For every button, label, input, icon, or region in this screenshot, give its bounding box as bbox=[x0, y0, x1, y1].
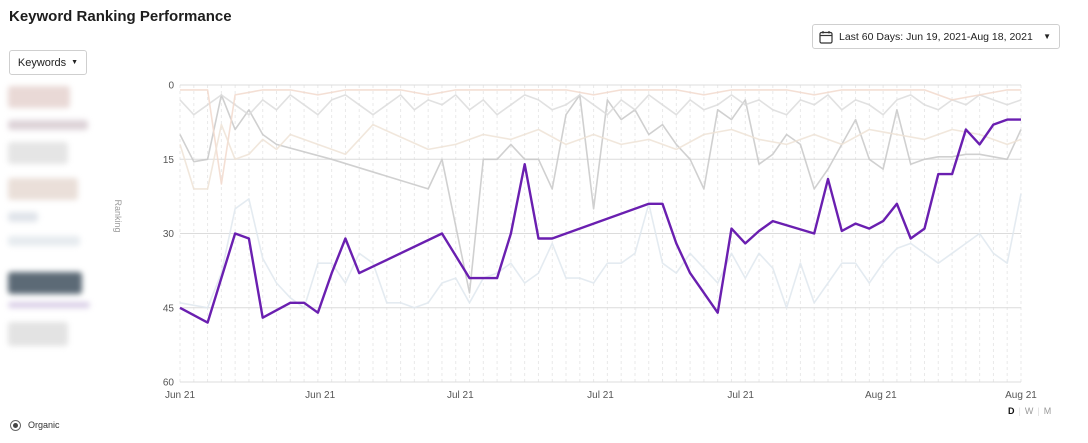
legend-item[interactable] bbox=[8, 236, 80, 246]
organic-label: Organic bbox=[28, 420, 60, 430]
calendar-icon bbox=[819, 30, 833, 44]
y-tick-label: 30 bbox=[163, 229, 175, 240]
highlight-series-line bbox=[179, 118, 1021, 324]
organic-radio[interactable] bbox=[10, 420, 21, 431]
x-tick-label: Aug 21 bbox=[1005, 390, 1037, 401]
x-tick-label: Jul 21 bbox=[587, 390, 614, 401]
date-range-label: Last 60 Days: Jun 19, 2021-Aug 18, 2021 bbox=[839, 30, 1033, 43]
x-tick-label: Aug 21 bbox=[865, 390, 897, 401]
x-tick-label: Jun 21 bbox=[305, 390, 335, 401]
legend-item[interactable] bbox=[8, 322, 68, 346]
series-line bbox=[180, 89, 1021, 185]
legend-item[interactable] bbox=[8, 212, 38, 222]
series-line bbox=[179, 123, 1022, 190]
legend-item[interactable] bbox=[8, 86, 70, 108]
legend-item[interactable] bbox=[8, 272, 82, 294]
legend-item[interactable] bbox=[8, 178, 78, 200]
x-tick-label: Jun 21 bbox=[165, 390, 195, 401]
granularity-week[interactable]: W bbox=[1024, 406, 1034, 416]
legend-item[interactable] bbox=[8, 302, 90, 308]
legend-item[interactable] bbox=[8, 120, 88, 130]
keywords-dropdown-label: Keywords bbox=[17, 56, 67, 69]
series-line bbox=[179, 94, 1022, 116]
y-tick-label: 0 bbox=[168, 81, 174, 92]
series-line bbox=[179, 193, 1022, 309]
keyword-legend bbox=[6, 82, 98, 352]
chevron-down-icon: ▼ bbox=[1043, 32, 1051, 41]
date-range-button[interactable]: Last 60 Days: Jun 19, 2021-Aug 18, 2021 … bbox=[812, 24, 1060, 49]
y-tick-label: 60 bbox=[163, 378, 175, 389]
granularity-month[interactable]: M bbox=[1043, 406, 1052, 416]
x-tick-label: Jul 21 bbox=[447, 390, 474, 401]
x-tick-label: Jul 21 bbox=[727, 390, 754, 401]
series-line bbox=[179, 94, 1022, 294]
legend-item[interactable] bbox=[8, 142, 68, 164]
granularity-toggle: D | W | M bbox=[1008, 406, 1052, 416]
page-title: Keyword Ranking Performance bbox=[9, 8, 232, 25]
caret-down-icon: ▼ bbox=[71, 59, 79, 66]
keywords-dropdown[interactable]: Keywords ▼ bbox=[9, 50, 87, 75]
y-axis-title: Ranking bbox=[113, 199, 123, 233]
y-tick-label: 15 bbox=[163, 155, 175, 166]
y-tick-label: 45 bbox=[163, 303, 175, 314]
granularity-day[interactable]: D bbox=[1008, 406, 1015, 416]
